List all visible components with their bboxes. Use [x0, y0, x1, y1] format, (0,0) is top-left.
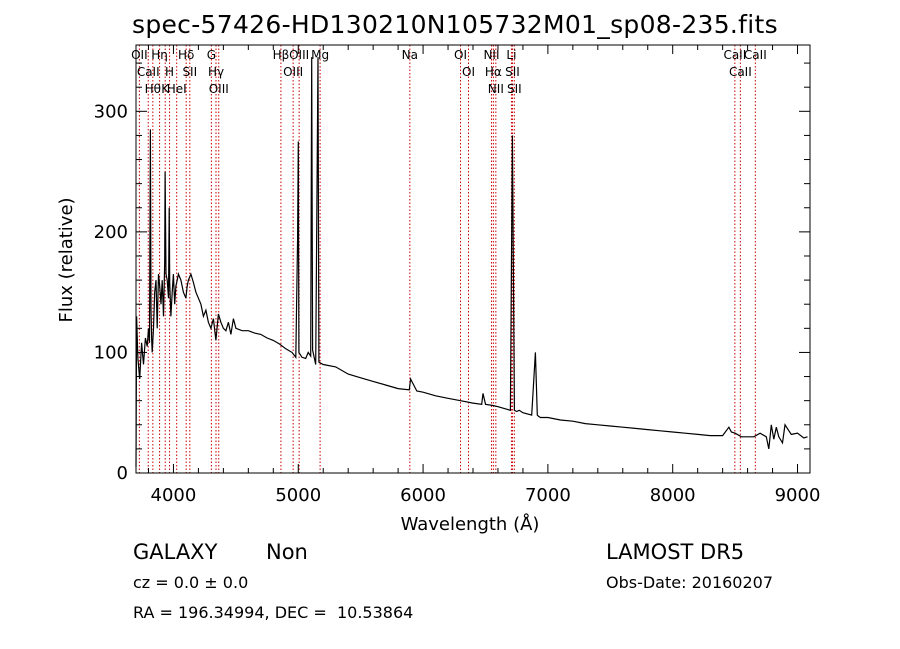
line-label-12: Hβ [273, 48, 290, 62]
line-label-6: HeI [167, 82, 187, 96]
y-axis-ticks: 0 100 200 300 [94, 62, 810, 484]
line-label-9: G [207, 48, 216, 62]
x-tick-label-3: 7000 [525, 485, 571, 506]
x-axis-label: Wavelength (Å) [401, 513, 540, 535]
x-tick-label-1: 5000 [275, 485, 321, 506]
line-label-18: OI [462, 65, 475, 79]
coordinates: RA = 196.34994, DEC = 10.53864 [133, 603, 414, 622]
line-label-4: K [161, 82, 170, 96]
line-label-26: CaII [729, 65, 752, 79]
line-label-3: Hη [151, 48, 168, 62]
y-tick-label-1: 100 [94, 342, 128, 363]
y-tick-label-2: 200 [94, 222, 128, 243]
object-subclass: Non [266, 540, 308, 564]
line-label-13: OIII [283, 65, 303, 79]
line-label-0: OII [131, 48, 148, 62]
spectral-line-markers [138, 45, 756, 473]
x-axis-ticks: 4000 5000 6000 7000 8000 9000 [147, 45, 821, 506]
y-tick-label-3: 300 [94, 101, 128, 122]
x-tick-label-4: 8000 [650, 485, 696, 506]
line-label-5: H [165, 65, 174, 79]
line-label-8: SII [182, 65, 197, 79]
line-label-23: SII [505, 65, 520, 79]
line-label-1: CaII [137, 65, 160, 79]
line-label-2: Hθ [145, 82, 161, 96]
line-label-10: Hγ [208, 65, 224, 79]
line-label-7: Hδ [178, 48, 194, 62]
redshift-cz: cz = 0.0 ± 0.0 [133, 573, 249, 592]
line-label-19: NII [483, 48, 499, 62]
line-label-11: OIII [209, 82, 229, 96]
line-label-14: OIII [289, 48, 309, 62]
line-label-17: OI [454, 48, 467, 62]
x-tick-label-0: 4000 [151, 485, 197, 506]
line-label-15: Mg [311, 48, 329, 62]
x-tick-label-5: 9000 [775, 485, 821, 506]
observation-date: Obs-Date: 20160207 [606, 573, 774, 592]
chart-title: spec-57426-HD130210N105732M01_sp08-235.f… [132, 10, 778, 39]
survey-name: LAMOST DR5 [606, 540, 745, 564]
line-label-21: NII [488, 82, 504, 96]
line-label-24: SII [507, 82, 522, 96]
line-label-22: Li [506, 48, 516, 62]
line-label-27: CaII [744, 48, 767, 62]
y-axis-label: Flux (relative) [56, 197, 77, 322]
line-label-25: CaII [723, 48, 746, 62]
line-label-20: Hα [485, 65, 502, 79]
y-tick-label-0: 0 [117, 463, 128, 484]
line-label-16: Na [402, 48, 418, 62]
plot-frame [135, 44, 811, 474]
object-class: GALAXY [133, 540, 218, 564]
x-tick-label-2: 6000 [400, 485, 446, 506]
spectrum-line [135, 57, 808, 468]
